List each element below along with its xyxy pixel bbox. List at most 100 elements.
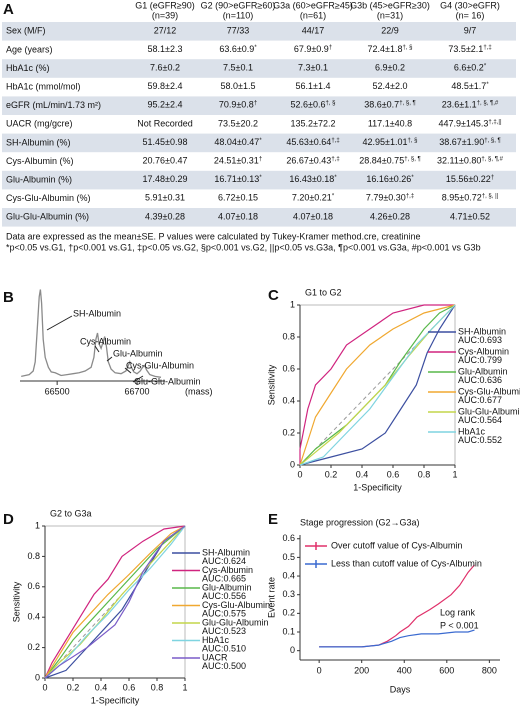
- table-cell: 45.63±0.64†,‡: [286, 137, 339, 147]
- table-cell: 7.79±0.30†,‡: [366, 193, 414, 203]
- cell-superscript: †, §, ||: [482, 193, 499, 199]
- x-tick-label: 0: [297, 469, 302, 479]
- x-tick-label: 66700: [125, 386, 150, 396]
- table-cell: 6.72±0.15: [218, 193, 258, 203]
- y-tick-label: 0.8: [27, 551, 40, 561]
- cell-superscript: *: [411, 175, 414, 181]
- peak-annotation: Cys-Albumin: [80, 336, 131, 346]
- table-cell: 51.45±0.98: [143, 137, 188, 147]
- legend-auc: AUC:0.523: [202, 626, 246, 636]
- table-cell: 9/7: [464, 26, 477, 36]
- x-tick-label: 400: [397, 665, 412, 675]
- table-cell: 447.9±145.3†,‡,||: [438, 119, 502, 129]
- x-tick-label: 800: [482, 665, 497, 675]
- table-cell: 8.95±0.72†, §, ||: [442, 193, 499, 203]
- table-cell: 20.76±0.47: [143, 156, 188, 166]
- column-header: G2 (90>eGFR≥60): [201, 0, 276, 10]
- cell-value: 70.9±0.8: [219, 100, 254, 110]
- roc-curve: [299, 304, 455, 465]
- table-cell: 17.48±0.29: [143, 174, 188, 184]
- panel-label: E: [268, 511, 278, 528]
- row-label: Glu-Albumin (%): [6, 174, 72, 184]
- column-n: (n= 16): [456, 10, 485, 20]
- table-note: *p<0.05 vs.G1, †p<0.001 vs.G1, ‡p<0.05 v…: [6, 242, 481, 252]
- x-tick-label: 0.6: [123, 682, 136, 692]
- row-shade: [2, 22, 516, 41]
- legend-auc: AUC:0.500: [202, 661, 246, 671]
- x-tick-label: 600: [439, 665, 454, 675]
- cell-superscript: †, §, ¶: [484, 137, 501, 143]
- cell-superscript: *: [259, 137, 262, 143]
- legend-auc: AUC:0.510: [202, 643, 246, 653]
- y-tick-label: 0: [35, 672, 40, 682]
- cell-value: 6.72±0.15: [218, 193, 258, 203]
- row-label: eGFR (mL/min/1.73 m²): [6, 100, 101, 110]
- cell-value: 73.5±2.1: [448, 44, 483, 54]
- cell-value: 27/12: [154, 26, 177, 36]
- cell-superscript: *: [486, 82, 489, 88]
- table-cell: 95.2±2.4: [148, 100, 183, 110]
- x-tick-label: 0.8: [418, 469, 431, 479]
- legend-auc: AUC:0.575: [202, 608, 246, 618]
- cell-value: 63.6±0.9: [219, 44, 254, 54]
- table-cell: 26.67±0.43†,‡: [286, 156, 339, 166]
- row-shade: [2, 59, 516, 78]
- column-n: (n=110): [223, 10, 254, 20]
- peak-annotation: Glu-Glu-Albumin: [134, 376, 201, 386]
- chart-title: G1 to G2: [305, 287, 342, 297]
- y-tick-label: 0.6: [282, 533, 295, 543]
- cell-superscript: †, §, ¶: [404, 156, 421, 162]
- x-tick-label: 200: [354, 665, 369, 675]
- cell-value: 17.48±0.29: [143, 174, 188, 184]
- table-cell: 72.4±1.8†, §: [368, 44, 413, 54]
- row-label: HbA1c (mmol/mol): [6, 81, 81, 91]
- legend-label: Over cutoff value of Cys-Albumin: [331, 540, 462, 550]
- table-cell: 24.51±0.31†: [214, 156, 262, 166]
- x-axis-label: 1-Specificity: [353, 482, 402, 492]
- cell-value: 58.1±2.3: [148, 44, 183, 54]
- cell-superscript: †: [491, 175, 494, 181]
- table-cell: 23.6±1.1†, §, ¶,#: [442, 100, 499, 110]
- column-header: G3a (60>eGFR≥45): [273, 0, 353, 10]
- event-curve: [319, 629, 475, 648]
- panel-label: B: [3, 289, 14, 306]
- annotation-leader: [132, 375, 144, 383]
- row-label: HbA1c (%): [6, 63, 50, 73]
- roc-curve: [44, 525, 186, 679]
- cell-value: 4.07±0.18: [293, 212, 333, 222]
- chart-title: G2 to G3a: [50, 508, 92, 518]
- table-cell: 56.1±1.4: [296, 81, 331, 91]
- table-cell: 38.67±1.90†, §, ¶: [439, 137, 501, 147]
- panel-label: C: [268, 287, 279, 304]
- y-axis-label: Sensitivity: [11, 581, 21, 622]
- cell-value: 52.6±0.6: [291, 100, 326, 110]
- y-tick-label: 0: [290, 459, 295, 469]
- x-axis-label: (mass): [185, 386, 213, 396]
- column-n: (n=31): [377, 10, 403, 20]
- table-cell: 44/17: [302, 26, 325, 36]
- cell-superscript: †, §, ¶,#: [481, 156, 503, 162]
- cell-value: 16.16±0.26: [366, 174, 411, 184]
- legend-label: Cys-Glu-Albumin: [458, 386, 520, 396]
- table-cell: 15.56±0.22†: [446, 174, 494, 184]
- cell-superscript: †,‡: [483, 44, 491, 50]
- x-tick-label: 1: [182, 682, 187, 692]
- table-cell: 58.1±2.3: [148, 44, 183, 54]
- cell-superscript: †, §: [325, 100, 335, 106]
- row-shade: [2, 133, 516, 153]
- cell-value: 7.6±0.2: [150, 63, 180, 73]
- table-cell: 70.9±0.8†: [219, 100, 257, 110]
- cell-value: 7.5±0.1: [223, 63, 253, 73]
- peak-annotation: Glu-Albumin: [113, 348, 163, 358]
- legend-auc: AUC:0.693: [458, 335, 502, 345]
- cell-superscript: *: [259, 175, 262, 181]
- table-cell: 63.6±0.9*: [219, 44, 257, 54]
- table-cell: 4.26±0.28: [370, 212, 410, 222]
- table-cell: Not Recorded: [137, 119, 193, 129]
- table-cell: 7.3±0.1: [298, 63, 328, 73]
- table-cell: 52.6±0.6†, §: [291, 100, 336, 110]
- cell-value: 38.67±1.90: [439, 137, 484, 147]
- table-cell: 77/33: [227, 26, 250, 36]
- chart-title: Stage progression (G2→G3a): [300, 517, 420, 527]
- panel-label: A: [3, 1, 14, 18]
